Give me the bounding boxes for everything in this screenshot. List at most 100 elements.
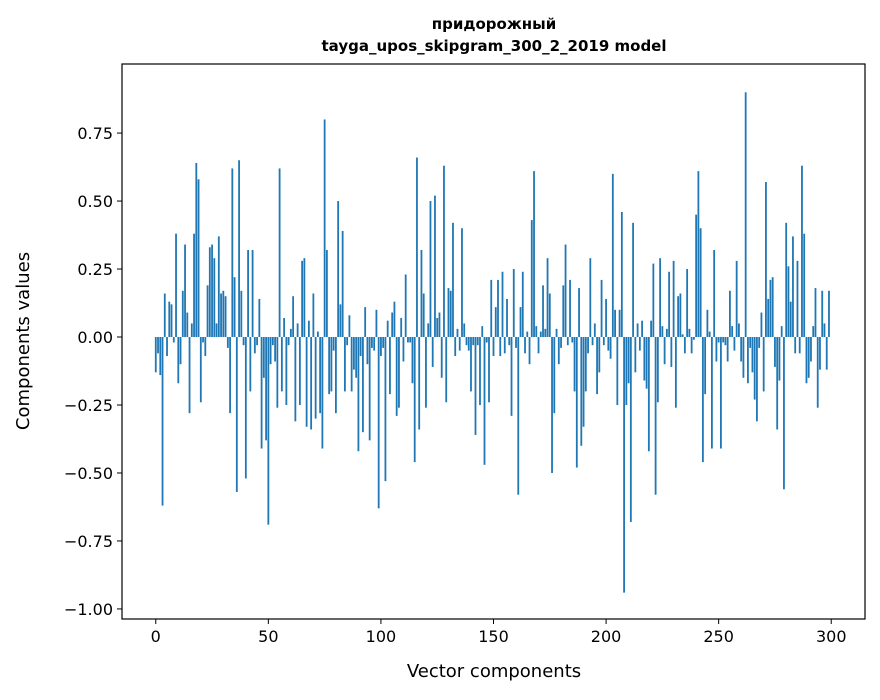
bar [778, 337, 781, 381]
bar [661, 326, 664, 338]
bar [170, 304, 173, 338]
bar [280, 337, 283, 392]
bar [593, 323, 596, 338]
bar [265, 337, 267, 441]
bar [647, 337, 650, 452]
bar [213, 258, 216, 338]
y-tick-label: 0.75 [77, 124, 113, 143]
bar [724, 337, 727, 346]
bar [231, 168, 234, 338]
bar [589, 258, 592, 338]
bar [436, 317, 439, 338]
bar [544, 328, 547, 338]
bar [334, 337, 337, 414]
bar [312, 293, 315, 338]
bar [348, 315, 351, 338]
bar [776, 337, 779, 430]
bar [560, 337, 562, 348]
bar [179, 337, 182, 365]
bar [528, 337, 531, 365]
bar [492, 337, 495, 357]
bar [350, 337, 353, 392]
bar [584, 337, 587, 392]
bar [362, 337, 364, 433]
bar [519, 307, 522, 338]
bar [359, 337, 362, 357]
bar [708, 331, 711, 338]
bar [618, 309, 621, 338]
x-tick-label: 150 [478, 627, 509, 646]
bar [537, 337, 540, 354]
bar [803, 233, 806, 338]
bar [643, 337, 646, 381]
bar [251, 249, 254, 338]
bar [598, 337, 601, 373]
bar [686, 269, 689, 338]
y-tick-label: 0.00 [77, 328, 113, 347]
bar [753, 337, 756, 400]
bar [339, 304, 342, 338]
bar [382, 337, 385, 348]
bar [244, 337, 247, 479]
bar [380, 337, 382, 357]
bar [224, 296, 227, 338]
bar [310, 337, 313, 430]
bar [195, 162, 198, 338]
bar [668, 271, 671, 338]
bar [638, 337, 641, 351]
bar [807, 337, 810, 378]
bar [535, 326, 538, 338]
bar [785, 222, 788, 338]
bar [810, 337, 812, 362]
bar [456, 328, 459, 338]
bar [377, 337, 380, 509]
bar [467, 337, 470, 351]
bar [240, 290, 243, 338]
bar [771, 277, 774, 338]
bar [233, 277, 236, 338]
bar [697, 171, 700, 338]
bar [285, 337, 288, 405]
bar [780, 326, 783, 338]
bar [614, 309, 616, 338]
bar [303, 258, 306, 338]
bar [557, 337, 560, 365]
y-axis: −1.00 −0.75 −0.50 −0.25 0.00 0.25 0.50 0.75 [64, 124, 122, 619]
bar [425, 337, 427, 408]
bar [375, 309, 378, 338]
y-tick-label: −0.75 [64, 532, 113, 551]
bar [796, 260, 799, 338]
bar [792, 236, 794, 338]
bar [738, 323, 740, 338]
bar [393, 301, 396, 338]
bar [193, 233, 195, 338]
bar [501, 271, 504, 338]
bar [235, 337, 238, 493]
bar [269, 337, 272, 365]
bar [729, 290, 731, 338]
bar [422, 293, 425, 338]
bar [672, 260, 675, 338]
bar [481, 326, 484, 338]
bar [546, 258, 549, 338]
bar [368, 337, 371, 441]
bar [168, 301, 171, 338]
bar [789, 301, 792, 338]
bar [328, 337, 331, 395]
bar [488, 337, 490, 403]
bar [632, 222, 634, 338]
bar [447, 288, 450, 338]
x-tick-label: 50 [258, 627, 278, 646]
bar [591, 337, 594, 346]
y-tick-label: 0.25 [77, 260, 113, 279]
bar [418, 337, 421, 430]
bar [740, 337, 743, 362]
bar [474, 337, 477, 435]
bar [413, 337, 416, 463]
bar [798, 337, 801, 354]
bar [220, 293, 222, 338]
bar [787, 266, 790, 338]
bar [573, 337, 576, 392]
bar [747, 337, 749, 384]
bars-group [154, 92, 830, 593]
